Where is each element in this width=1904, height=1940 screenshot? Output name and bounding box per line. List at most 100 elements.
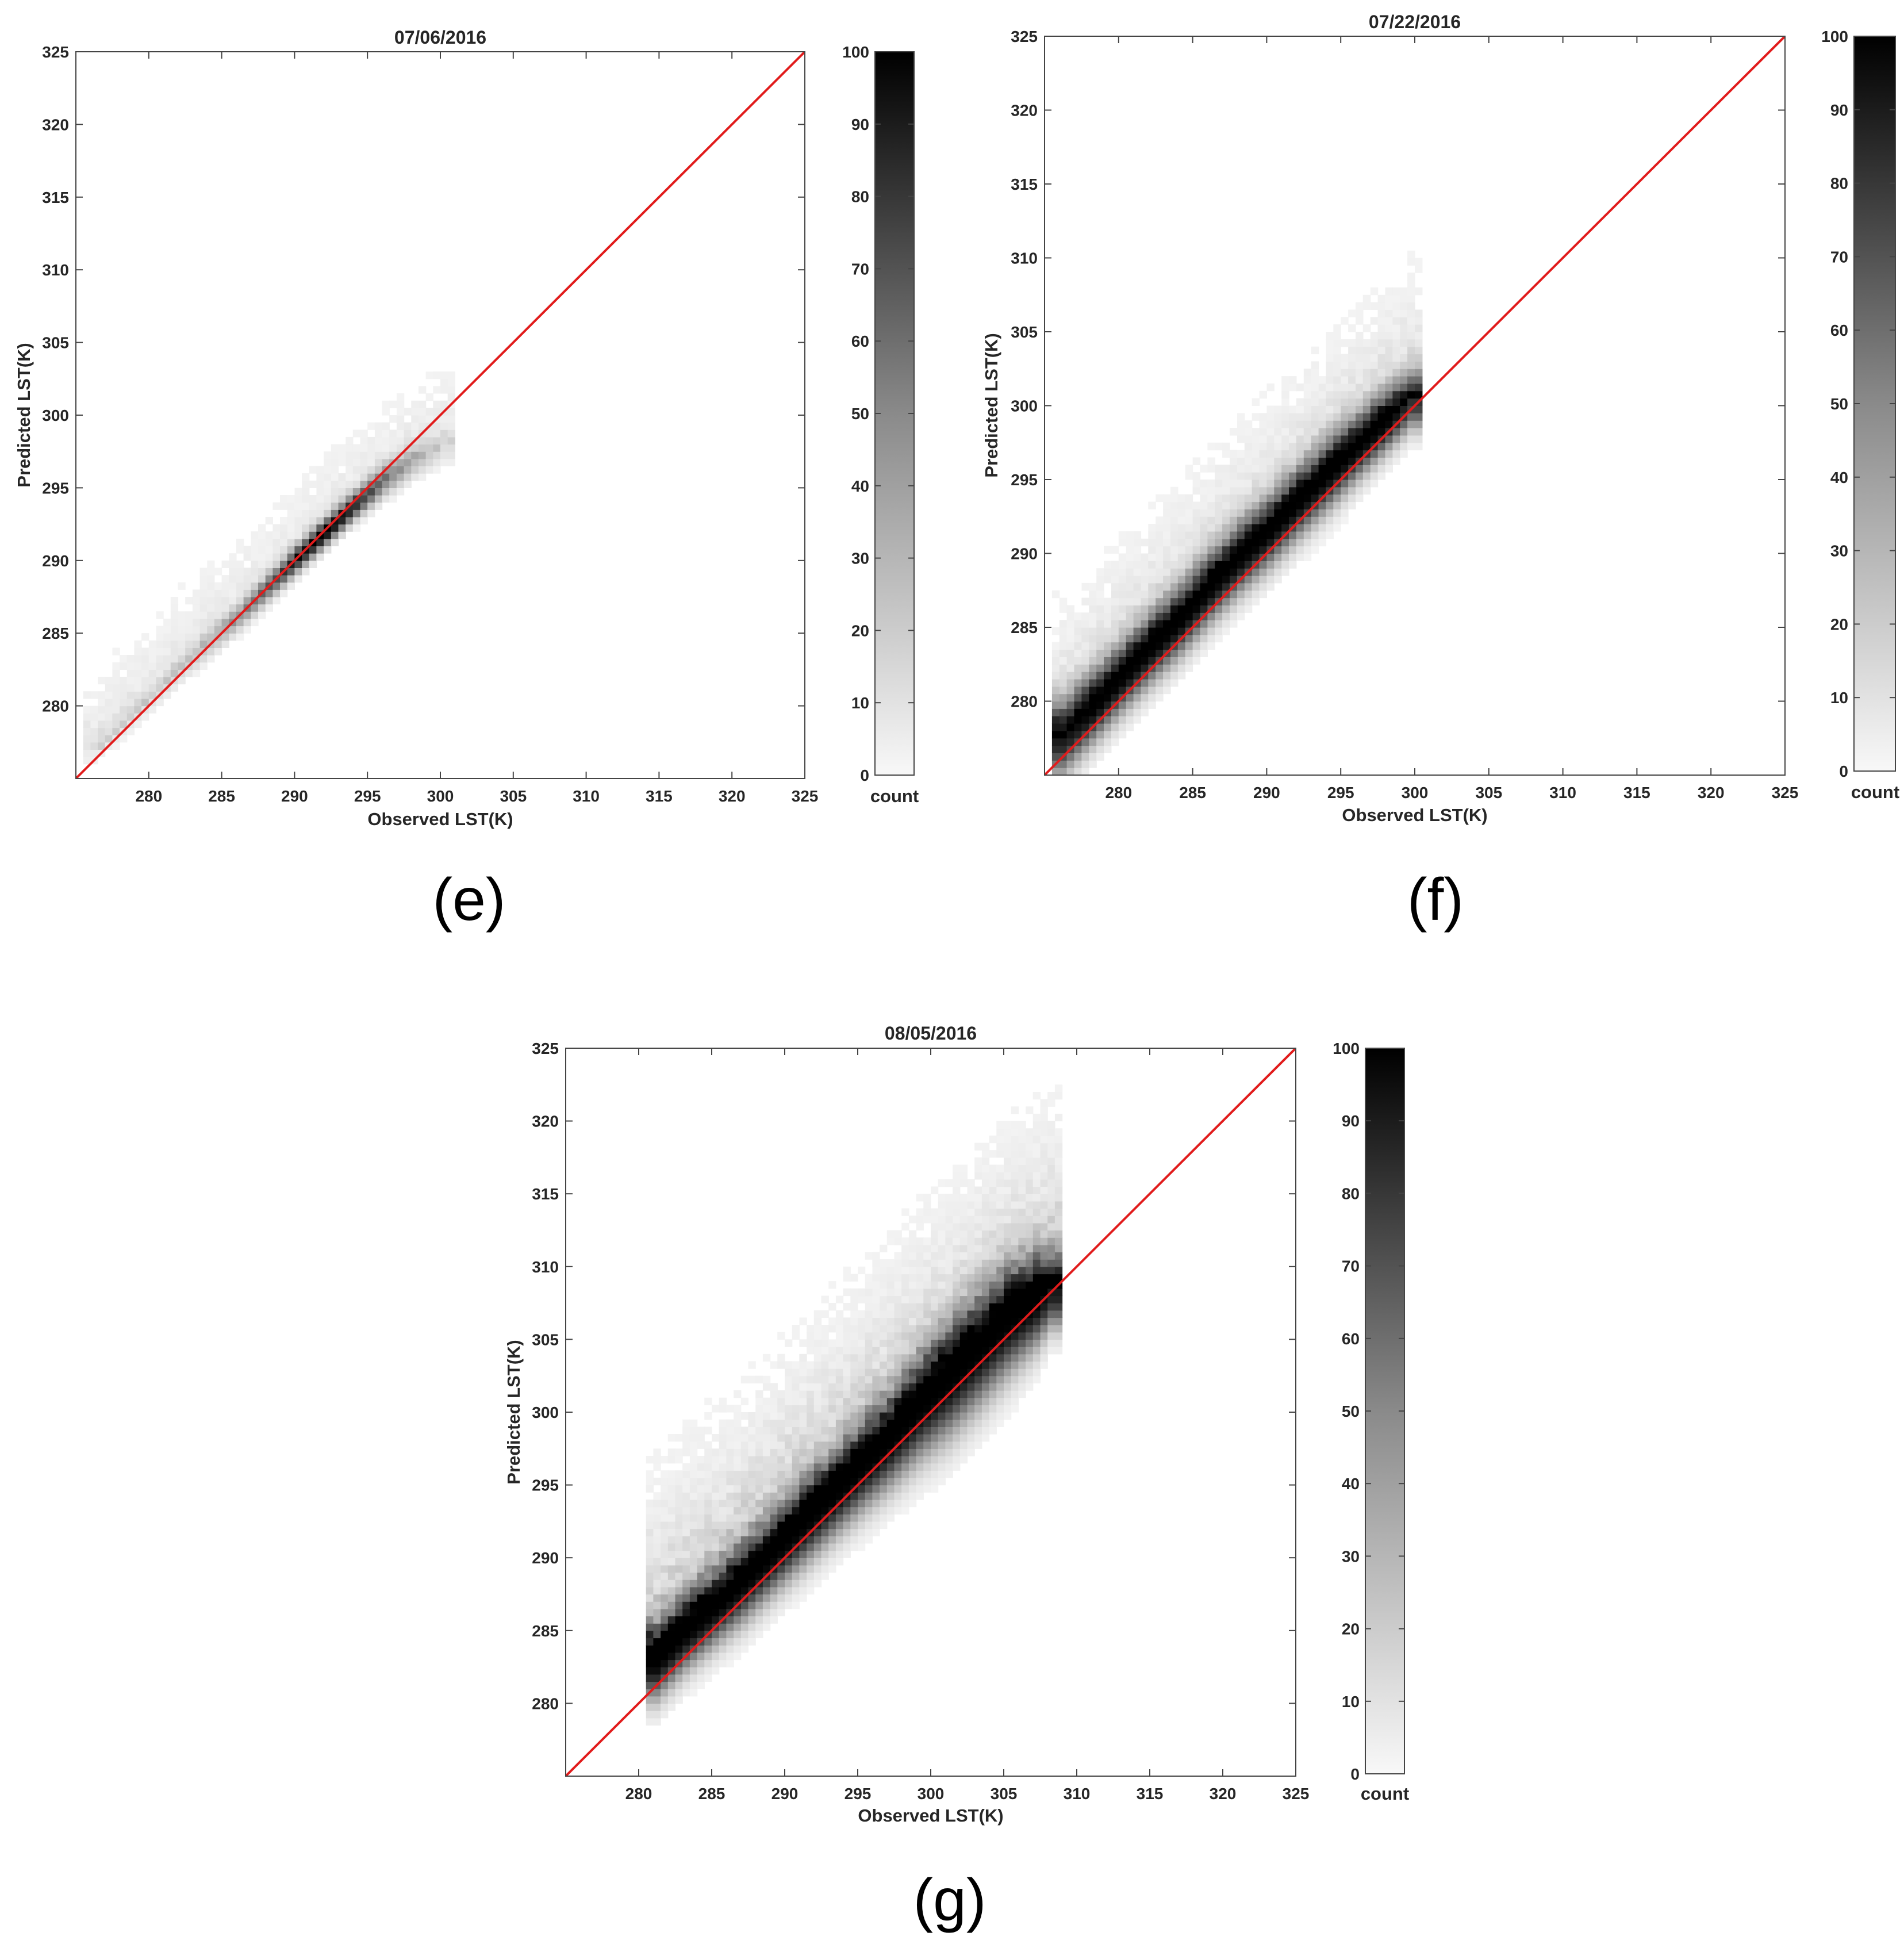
density-cell (974, 1274, 982, 1282)
density-cell (1303, 546, 1312, 554)
density-cell (1266, 516, 1275, 524)
density-cell (719, 1427, 727, 1435)
density-cell (1170, 516, 1179, 524)
density-cell (440, 436, 448, 445)
density-cell (653, 1499, 661, 1508)
colorbar-tick-label: 90 (851, 116, 869, 133)
density-cell (1126, 620, 1134, 628)
density-cell (1011, 1347, 1019, 1355)
density-cell (996, 1361, 1004, 1369)
density-cell (1341, 383, 1349, 392)
density-cell (1096, 568, 1104, 576)
density-cell (367, 509, 375, 517)
density-cell (1040, 1150, 1048, 1158)
density-cell (850, 1463, 858, 1471)
density-cell (865, 1332, 873, 1340)
density-cell (1032, 1252, 1041, 1260)
density-cell (901, 1499, 909, 1508)
density-cell (1407, 383, 1415, 392)
density-cell (302, 531, 310, 539)
density-cell (1370, 420, 1379, 428)
density-cell (331, 480, 339, 488)
density-cell (1018, 1186, 1026, 1194)
density-cell (251, 618, 259, 627)
density-cell (178, 662, 186, 670)
density-cell (813, 1565, 822, 1573)
density-cell (748, 1492, 756, 1500)
density-cell (1348, 309, 1356, 317)
density-cell (1170, 568, 1179, 576)
density-cell (1333, 324, 1341, 332)
density-cell (1348, 383, 1356, 392)
density-cell (938, 1281, 946, 1289)
density-cell (792, 1485, 800, 1493)
density-cell (1004, 1216, 1012, 1224)
density-cell (821, 1427, 829, 1435)
density-cell (1222, 605, 1230, 613)
density-cell (682, 1499, 690, 1508)
density-cell (945, 1339, 953, 1347)
density-cell (1415, 413, 1423, 421)
density-cell (894, 1456, 902, 1464)
density-cell (352, 451, 361, 459)
density-cell (646, 1681, 654, 1689)
density-cell (959, 1361, 968, 1369)
density-cell (719, 1579, 727, 1588)
density-cell (901, 1477, 909, 1486)
density-cell (367, 451, 375, 459)
density-cell (265, 553, 273, 561)
density-cell (770, 1383, 778, 1391)
density-cell (265, 589, 273, 597)
density-cell (1081, 582, 1089, 591)
density-cell (170, 633, 179, 641)
density-cell (316, 524, 324, 532)
density-cell (1385, 287, 1393, 296)
density-cell (1281, 376, 1289, 384)
density-cell (959, 1216, 968, 1224)
density-cell (1289, 516, 1297, 524)
density-cell (1059, 738, 1068, 746)
density-cell (938, 1347, 946, 1355)
colorbar-tick-label: 70 (1342, 1257, 1360, 1275)
y-axis-label: Predicted LST(K) (981, 333, 1001, 477)
density-cell (1252, 576, 1260, 584)
density-cell (675, 1456, 683, 1464)
density-cell (872, 1274, 880, 1282)
density-cell (207, 633, 215, 641)
density-cell (821, 1572, 829, 1580)
density-cell (1318, 501, 1327, 509)
density-cell (120, 713, 128, 721)
density-cell (1089, 745, 1097, 753)
density-cell (1040, 1194, 1048, 1202)
density-cell (382, 400, 390, 408)
density-cell (661, 1572, 669, 1580)
density-cell (1133, 649, 1142, 657)
density-cell (667, 1499, 676, 1508)
density-cell (916, 1310, 924, 1318)
density-cell (908, 1492, 917, 1500)
density-cell (865, 1514, 873, 1522)
density-cell (667, 1434, 676, 1442)
density-cell (1385, 339, 1393, 347)
density-cell (675, 1470, 683, 1478)
density-cell (1047, 1347, 1055, 1355)
density-cell (1215, 442, 1223, 451)
density-cell (1047, 1303, 1055, 1311)
density-cell (734, 1630, 742, 1639)
density-cell (697, 1550, 705, 1558)
density-cell (953, 1332, 961, 1340)
density-cell (704, 1448, 712, 1456)
density-cell (858, 1485, 866, 1493)
density-cell (916, 1397, 924, 1405)
density-cell (813, 1390, 822, 1398)
density-cell (813, 1506, 822, 1515)
density-cell (872, 1492, 880, 1500)
density-cell (762, 1521, 771, 1529)
density-cell (352, 473, 361, 481)
density-cell (346, 488, 354, 496)
density-cell (734, 1390, 742, 1398)
density-cell (1207, 501, 1215, 509)
density-cell (916, 1354, 924, 1362)
density-cell (1207, 538, 1215, 547)
density-cell (667, 1485, 676, 1493)
